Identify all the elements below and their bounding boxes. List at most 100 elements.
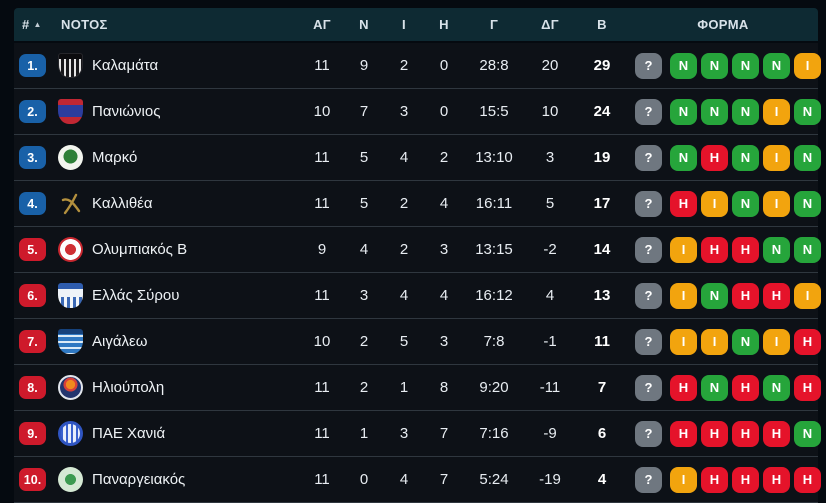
form-badge[interactable]: Η bbox=[794, 328, 821, 355]
team-cell[interactable]: ΠΑΕ Χανιά bbox=[58, 421, 300, 446]
points-cell: 19 bbox=[593, 149, 611, 166]
form-badge[interactable]: Ν bbox=[763, 236, 790, 263]
team-cell[interactable]: Ολυμπιακός Β bbox=[58, 237, 300, 262]
played-column-header[interactable]: ΑΓ bbox=[313, 17, 331, 32]
table-row[interactable]: 10. Παναργειακός 11 0 4 7 5:24 -19 4 ? Ι… bbox=[14, 457, 821, 503]
form-badge[interactable]: Ν bbox=[701, 52, 728, 79]
form-badge[interactable]: Η bbox=[670, 190, 697, 217]
form-badge[interactable]: Ν bbox=[794, 190, 821, 217]
table-row[interactable]: 8. Ηλιούπολη 11 2 1 8 9:20 -11 7 ? Η Ν Η… bbox=[14, 365, 821, 411]
wins-column-header[interactable]: Ν bbox=[359, 17, 369, 32]
team-cell[interactable]: Παναργειακός bbox=[58, 467, 300, 492]
form-badge-next[interactable]: ? bbox=[635, 190, 662, 217]
form-badge[interactable]: Ν bbox=[794, 236, 821, 263]
table-row[interactable]: 7. Αιγάλεω 10 2 5 3 7:8 -1 11 ? Ι Ι Ν Ι … bbox=[14, 319, 821, 365]
form-badge-next[interactable]: ? bbox=[635, 374, 662, 401]
form-badge[interactable]: Ν bbox=[794, 420, 821, 447]
form-badge-next[interactable]: ? bbox=[635, 98, 662, 125]
form-badge[interactable]: Η bbox=[670, 420, 697, 447]
form-badge-next[interactable]: ? bbox=[635, 236, 662, 263]
rank-badge: 7. bbox=[19, 330, 46, 353]
rank-badge: 4. bbox=[19, 192, 46, 215]
team-cell[interactable]: Πανιώνιος bbox=[58, 99, 300, 124]
form-badge[interactable]: Ν bbox=[732, 328, 759, 355]
points-column-header[interactable]: Β bbox=[597, 17, 607, 32]
form-badge[interactable]: Ι bbox=[763, 144, 790, 171]
form-badge[interactable]: Η bbox=[732, 374, 759, 401]
team-logo-kalamata bbox=[58, 53, 83, 78]
table-row[interactable]: 4. Καλλιθέα 11 5 2 4 16:11 5 17 ? Η Ι Ν … bbox=[14, 181, 821, 227]
form-badge[interactable]: Ι bbox=[794, 282, 821, 309]
form-badge-next[interactable]: ? bbox=[635, 466, 662, 493]
goal-diff-cell: -19 bbox=[539, 471, 561, 488]
form-badge[interactable]: Ν bbox=[732, 144, 759, 171]
form-badge[interactable]: Ν bbox=[732, 98, 759, 125]
team-cell[interactable]: Μαρκό bbox=[58, 145, 300, 170]
points-cell: 29 bbox=[593, 57, 611, 74]
table-row[interactable]: 5. Ολυμπιακός Β 9 4 2 3 13:15 -2 14 ? Ι … bbox=[14, 227, 821, 273]
team-cell[interactable]: Ηλιούπολη bbox=[58, 375, 300, 400]
draws-column-header[interactable]: Ι bbox=[402, 17, 406, 32]
form-badge[interactable]: Ν bbox=[794, 144, 821, 171]
form-badge[interactable]: Η bbox=[794, 374, 821, 401]
rank-column-header[interactable]: # ▲ bbox=[14, 17, 58, 32]
form-badge-next[interactable]: ? bbox=[635, 282, 662, 309]
form-badge[interactable]: Ν bbox=[701, 98, 728, 125]
table-row[interactable]: 9. ΠΑΕ Χανιά 11 1 3 7 7:16 -9 6 ? Η Η Η … bbox=[14, 411, 821, 457]
team-cell[interactable]: Καλαμάτα bbox=[58, 53, 300, 78]
form-badge[interactable]: Ι bbox=[763, 190, 790, 217]
form-badge[interactable]: Ι bbox=[701, 190, 728, 217]
form-badge[interactable]: Ν bbox=[670, 52, 697, 79]
form-badge[interactable]: Η bbox=[701, 420, 728, 447]
form-badge-next[interactable]: ? bbox=[635, 52, 662, 79]
goal-diff-cell: 3 bbox=[545, 149, 555, 166]
form-badge[interactable]: Ι bbox=[670, 328, 697, 355]
form-badge[interactable]: Ι bbox=[701, 328, 728, 355]
form-badge-next[interactable]: ? bbox=[635, 144, 662, 171]
losses-column-header[interactable]: Η bbox=[439, 17, 449, 32]
form-badge[interactable]: Η bbox=[763, 282, 790, 309]
form-badge[interactable]: Ν bbox=[670, 98, 697, 125]
form-badge[interactable]: Ν bbox=[763, 52, 790, 79]
form-badge[interactable]: Η bbox=[670, 374, 697, 401]
form-badge[interactable]: Η bbox=[794, 466, 821, 493]
form-badge[interactable]: Η bbox=[701, 466, 728, 493]
form-badge[interactable]: Ι bbox=[670, 236, 697, 263]
form-badge[interactable]: Η bbox=[732, 282, 759, 309]
form-badge[interactable]: Ι bbox=[763, 98, 790, 125]
goal-diff-column-header[interactable]: ΔΓ bbox=[541, 17, 559, 32]
team-cell[interactable]: Ελλάς Σύρου bbox=[58, 283, 300, 308]
form-badge[interactable]: Η bbox=[701, 236, 728, 263]
table-row[interactable]: 3. Μαρκό 11 5 4 2 13:10 3 19 ? Ν Η Ν Ι Ν bbox=[14, 135, 821, 181]
form-badge[interactable]: Η bbox=[763, 466, 790, 493]
form-badge[interactable]: Ν bbox=[732, 52, 759, 79]
form-badge[interactable]: Ν bbox=[701, 374, 728, 401]
goal-diff-cell: -1 bbox=[543, 333, 557, 350]
table-row[interactable]: 2. Πανιώνιος 10 7 3 0 15:5 10 24 ? Ν Ν Ν… bbox=[14, 89, 821, 135]
team-cell[interactable]: Καλλιθέα bbox=[58, 191, 300, 216]
form-badge[interactable]: Ι bbox=[670, 282, 697, 309]
table-row[interactable]: 6. Ελλάς Σύρου 11 3 4 4 16:12 4 13 ? Ι Ν… bbox=[14, 273, 821, 319]
form-badge[interactable]: Η bbox=[732, 420, 759, 447]
form-badge-next[interactable]: ? bbox=[635, 328, 662, 355]
points-cell: 17 bbox=[593, 195, 611, 212]
goals-column-header[interactable]: Γ bbox=[489, 17, 499, 32]
form-cell: ? Ι Ι Ν Ι Η bbox=[628, 328, 821, 355]
form-badge[interactable]: Ν bbox=[763, 374, 790, 401]
form-badge[interactable]: Η bbox=[732, 236, 759, 263]
form-badge-next[interactable]: ? bbox=[635, 420, 662, 447]
form-badge[interactable]: Ν bbox=[670, 144, 697, 171]
form-badge[interactable]: Ν bbox=[794, 98, 821, 125]
form-badge[interactable]: Η bbox=[701, 144, 728, 171]
form-badge[interactable]: Ν bbox=[701, 282, 728, 309]
table-row[interactable]: 1. Καλαμάτα 11 9 2 0 28:8 20 29 ? Ν Ν Ν … bbox=[14, 43, 821, 89]
form-badge[interactable]: Ι bbox=[670, 466, 697, 493]
form-badge[interactable]: Ι bbox=[794, 52, 821, 79]
team-cell[interactable]: Αιγάλεω bbox=[58, 329, 300, 354]
form-badge[interactable]: Ι bbox=[763, 328, 790, 355]
rank-badge: 10. bbox=[19, 468, 46, 491]
goals-cell: 16:11 bbox=[475, 195, 513, 212]
form-badge[interactable]: Η bbox=[763, 420, 790, 447]
form-badge[interactable]: Ν bbox=[732, 190, 759, 217]
form-badge[interactable]: Η bbox=[732, 466, 759, 493]
